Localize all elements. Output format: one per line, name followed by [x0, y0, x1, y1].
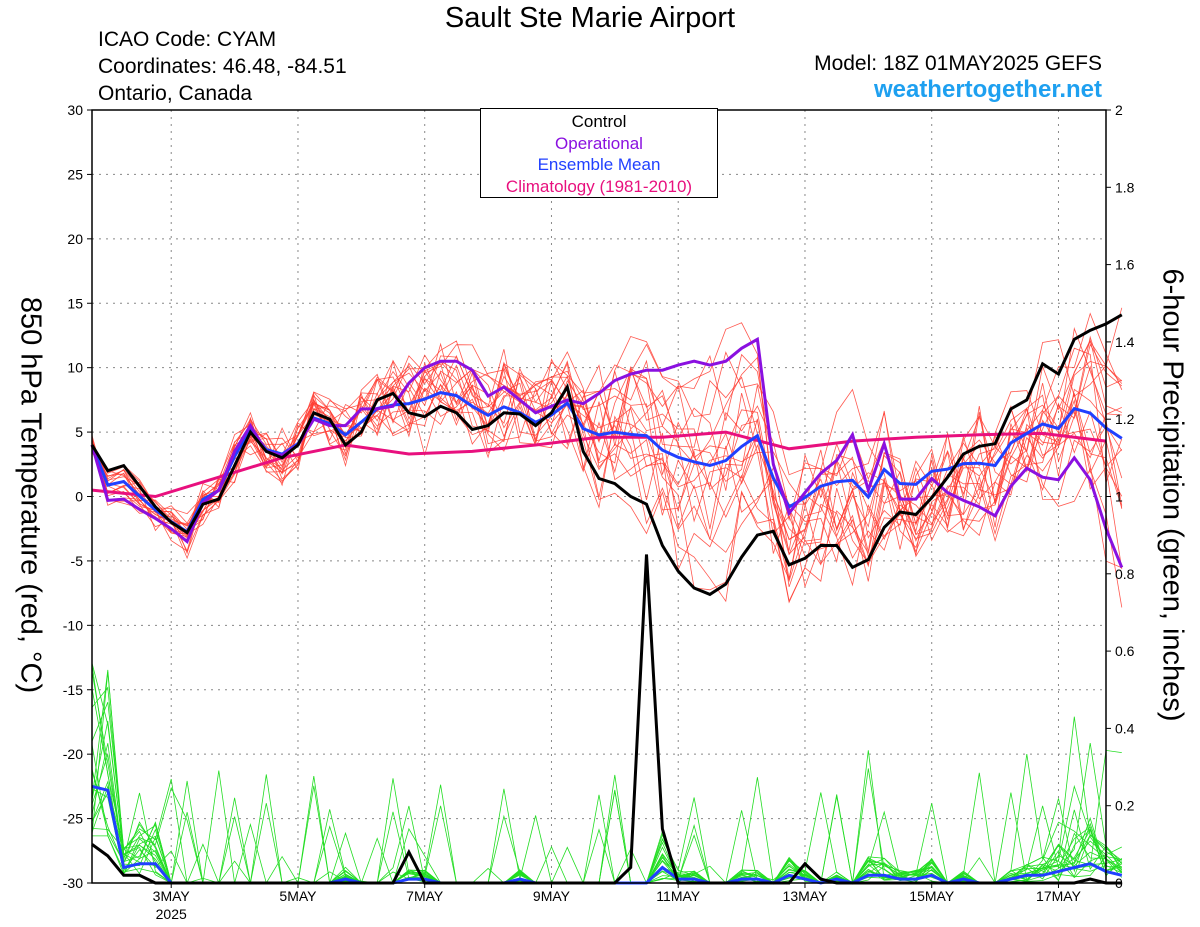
- coordinates: Coordinates: 46.48, -84.51: [98, 55, 347, 78]
- y-left-tick-label: -30: [63, 875, 83, 891]
- y-left-tick-label: 0: [75, 489, 83, 505]
- temp-member-line: [91, 363, 1122, 583]
- chart-title: Sault Ste Marie Airport: [444, 2, 736, 34]
- precip-member-line: [91, 744, 1122, 884]
- temp-member-line: [91, 307, 1123, 603]
- y-right-tick-label: 1.8: [1115, 179, 1135, 195]
- y-left-tick-label: -15: [63, 682, 83, 698]
- legend: Control Operational Ensemble Mean Climat…: [480, 108, 718, 198]
- x-tick-label: 3MAY: [153, 888, 191, 904]
- x-tick-label: 9MAY: [533, 888, 571, 904]
- temp-member-line: [91, 336, 1123, 608]
- y-right-tick-label: 1.6: [1115, 257, 1135, 273]
- y-left-tick-label: 25: [67, 166, 83, 182]
- site-link[interactable]: weathertogether.net: [873, 76, 1102, 103]
- y-right-tick-label: 1.4: [1115, 334, 1135, 350]
- y-left-tick-label: 10: [67, 360, 83, 376]
- x-tick-label: 13MAY: [783, 888, 829, 904]
- model-run: Model: 18Z 01MAY2025 GEFS: [814, 52, 1102, 75]
- control-temp-line: [90, 313, 1123, 597]
- legend-control: Control: [571, 112, 627, 131]
- temp-member-line: [91, 351, 1123, 568]
- temp-ensemble-members: [91, 307, 1123, 608]
- y-right-tick-label: 0: [1115, 875, 1123, 891]
- legend-operational: Operational: [555, 133, 643, 153]
- precip-member-line: [91, 686, 1122, 884]
- x-tick-label: 15MAY: [909, 888, 955, 904]
- x-tick-label: 11MAY: [656, 888, 700, 904]
- x-tick-label: 17MAY: [1036, 888, 1082, 904]
- axis-ticks: 302520151050-5-10-15-20-25-3021.81.61.41…: [63, 102, 1135, 922]
- climatology-line: [91, 430, 1107, 499]
- temp-member-line: [91, 360, 1123, 564]
- y-left-tick-label: 15: [67, 295, 83, 311]
- y-right-tick-label: 2: [1115, 102, 1123, 118]
- icao-code: ICAO Code: CYAM: [98, 28, 277, 51]
- x-tick-label: 5MAY: [279, 888, 317, 904]
- legend-climatology: Climatology (1981-2010): [505, 176, 693, 196]
- x-tick-sublabel: 2025: [156, 906, 187, 922]
- precip-member-line: [91, 688, 1123, 885]
- temp-member-line: [91, 347, 1123, 556]
- temp-member-line: [91, 354, 1123, 556]
- y-right-tick-label: 0.4: [1115, 720, 1135, 736]
- legend-ensemble-mean: Ensemble Mean: [537, 155, 661, 174]
- main-series: [90, 313, 1124, 885]
- y-right-tick-label: 1: [1115, 489, 1123, 505]
- y-right-tick-label: 0.2: [1115, 798, 1135, 814]
- temp-member-line: [91, 339, 1122, 604]
- y-left-tick-label: -20: [63, 746, 83, 762]
- grid: [92, 110, 1106, 883]
- precip-ensemble-members: [91, 662, 1123, 885]
- y-right-tick-label: 0.6: [1115, 643, 1135, 659]
- y-left-tick-label: -5: [71, 553, 84, 569]
- precip-member-line: [91, 720, 1122, 885]
- temp-member-line: [91, 322, 1122, 569]
- y-right-tick-label: 1.2: [1115, 411, 1135, 427]
- y-left-tick-label: 20: [67, 231, 83, 247]
- x-tick-label: 7MAY: [406, 888, 444, 904]
- control-precip-line: [91, 554, 1122, 885]
- y-left-tick-label: 30: [67, 102, 83, 118]
- y-left-tick-label: -10: [63, 617, 83, 633]
- y-left-tick-label: -25: [63, 811, 83, 827]
- temp-member-line: [91, 327, 1122, 582]
- y-right-tick-label: 0.8: [1115, 566, 1135, 582]
- region: Ontario, Canada: [98, 82, 253, 105]
- y-left-tick-label: 5: [75, 424, 83, 440]
- temp-member-line: [91, 343, 1123, 588]
